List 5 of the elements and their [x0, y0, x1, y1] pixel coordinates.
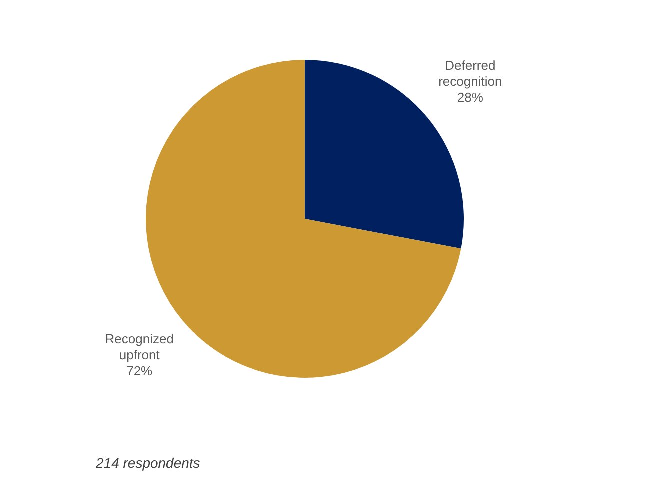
slice-label: Recognized upfront	[105, 331, 174, 362]
slice-label: Deferred recognition	[438, 58, 502, 89]
text: 214 respondents	[96, 455, 200, 471]
data-label: 28%	[457, 90, 484, 105]
data-label: 72%	[126, 363, 154, 378]
